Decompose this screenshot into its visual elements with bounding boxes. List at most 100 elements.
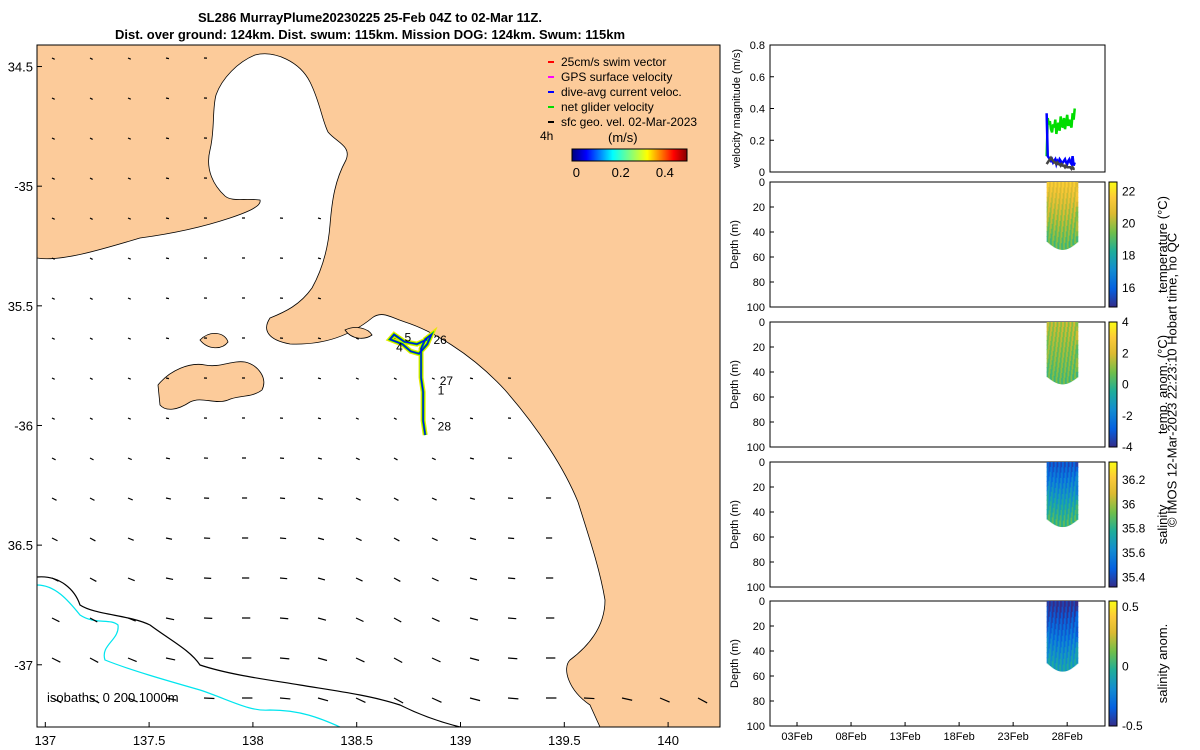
colorbar-frame	[1108, 181, 1118, 308]
vector-mark	[355, 497, 361, 501]
colorbar-cell	[620, 149, 622, 161]
colorbar-cell	[1109, 471, 1117, 473]
colorbar-tick-label: 20	[1122, 217, 1136, 231]
colorbar-cell	[1109, 530, 1117, 532]
heatmap-cell	[1075, 349, 1079, 355]
vector-mark	[165, 177, 170, 180]
heatmap-cell	[1075, 367, 1079, 373]
colorbar-cell	[1109, 299, 1117, 301]
tick-label: 60	[753, 392, 765, 404]
tick-label: 40	[753, 646, 765, 658]
colorbar-cell	[1109, 433, 1117, 435]
colorbar-cell	[1109, 281, 1117, 283]
colorbar-cell	[1109, 581, 1117, 583]
vector-mark	[317, 697, 329, 702]
colorbar-cell	[1109, 253, 1117, 255]
colorbar-cell	[632, 149, 634, 161]
colorbar-cell	[619, 149, 621, 161]
colorbar-cell	[1109, 477, 1117, 479]
colorbar-cell	[682, 149, 684, 161]
colorbar-cell	[1109, 188, 1117, 190]
colorbar-cell	[1109, 678, 1117, 680]
colorbar-cell	[663, 149, 665, 161]
colorbar-cell	[634, 149, 636, 161]
colorbar-cell	[1109, 367, 1117, 369]
colorbar-cell	[1109, 577, 1117, 579]
colorbar-cell	[1109, 251, 1117, 253]
colorbar-cell	[1109, 570, 1117, 572]
colorbar-cell	[1109, 475, 1117, 477]
heatmap-cell	[1075, 642, 1079, 649]
colorbar-cell	[615, 149, 617, 161]
colorbar-cell	[595, 149, 597, 161]
colorbar-cell	[582, 149, 584, 161]
colorbar-cell	[669, 149, 671, 161]
tick-label: 60	[753, 252, 765, 264]
colorbar-cell	[1109, 663, 1117, 665]
colorbar-cell	[1109, 478, 1117, 480]
vector-mark	[127, 537, 134, 541]
colorbar-cell	[1109, 249, 1117, 251]
vector-mark	[127, 697, 138, 703]
colorbar-cell	[1109, 707, 1117, 709]
colorbar-cell	[1109, 264, 1117, 266]
vector-mark	[279, 697, 291, 700]
colorbar-cell	[636, 149, 638, 161]
colorbar-cell	[1109, 198, 1117, 200]
vector-mark	[127, 137, 132, 140]
colorbar-cell	[1109, 275, 1117, 277]
colorbar-cell	[1109, 236, 1117, 238]
legend-label: GPS surface velocity	[561, 70, 672, 84]
colorbar-cell	[1109, 445, 1117, 447]
colorbar-cell	[1109, 233, 1117, 235]
colorbar-cell	[1109, 627, 1117, 629]
tick-label: 20	[753, 621, 765, 633]
colorbar-cell	[653, 149, 655, 161]
colorbar-cell	[1109, 575, 1117, 577]
colorbar-cell	[1109, 692, 1117, 694]
colorbar-cell	[1109, 616, 1117, 618]
panel-ylabel: Depth (m)	[729, 500, 741, 549]
colorbar-cell	[1109, 405, 1117, 407]
colorbar-cell	[1109, 444, 1117, 446]
colorbar-cell	[1109, 690, 1117, 692]
colorbar-cell	[1109, 252, 1117, 254]
colorbar-cell	[576, 149, 578, 161]
vector-mark	[89, 337, 93, 340]
colorbar-cell	[1109, 326, 1117, 328]
vector-mark	[51, 537, 58, 542]
colorbar-cell	[1109, 222, 1117, 224]
colorbar-cell	[1109, 561, 1117, 563]
colorbar-cell	[1109, 347, 1117, 349]
colorbar-cell	[1109, 282, 1117, 284]
colorbar-cell	[631, 149, 633, 161]
colorbar-cell	[628, 149, 630, 161]
colorbar-cell	[1109, 230, 1117, 232]
colorbar-cell	[1109, 696, 1117, 698]
colorbar-cell	[1109, 497, 1117, 499]
colorbar-cell	[1109, 342, 1117, 344]
colorbar-cell	[1109, 480, 1117, 482]
map-colorbar: 4h (m/s) 0 0.2 0.4	[540, 129, 688, 180]
heatmap-cell	[1075, 331, 1079, 337]
colorbar-cell	[1109, 666, 1117, 668]
colorbar-cell	[1109, 439, 1117, 441]
colorbar-cell	[1109, 278, 1117, 280]
track-day-label: 26	[434, 333, 448, 347]
vector-mark	[165, 617, 175, 621]
colorbar-cell	[1109, 387, 1117, 389]
colorbar-cell	[1109, 463, 1117, 465]
colorbar-cell	[1109, 384, 1117, 386]
colorbar-cell	[1109, 241, 1117, 243]
vector-mark	[165, 257, 170, 260]
colorbar-cell	[1109, 357, 1117, 359]
colorbar-cell	[623, 149, 625, 161]
map-frame	[36, 44, 721, 728]
vector-mark	[89, 217, 93, 220]
y-tick-label: 36.5	[8, 538, 33, 553]
vector-mark	[583, 697, 595, 700]
colorbar-cell	[1109, 413, 1117, 415]
colorbar-cell	[1109, 199, 1117, 201]
colorbar-cell	[1109, 377, 1117, 379]
colorbar-cell	[1109, 543, 1117, 545]
